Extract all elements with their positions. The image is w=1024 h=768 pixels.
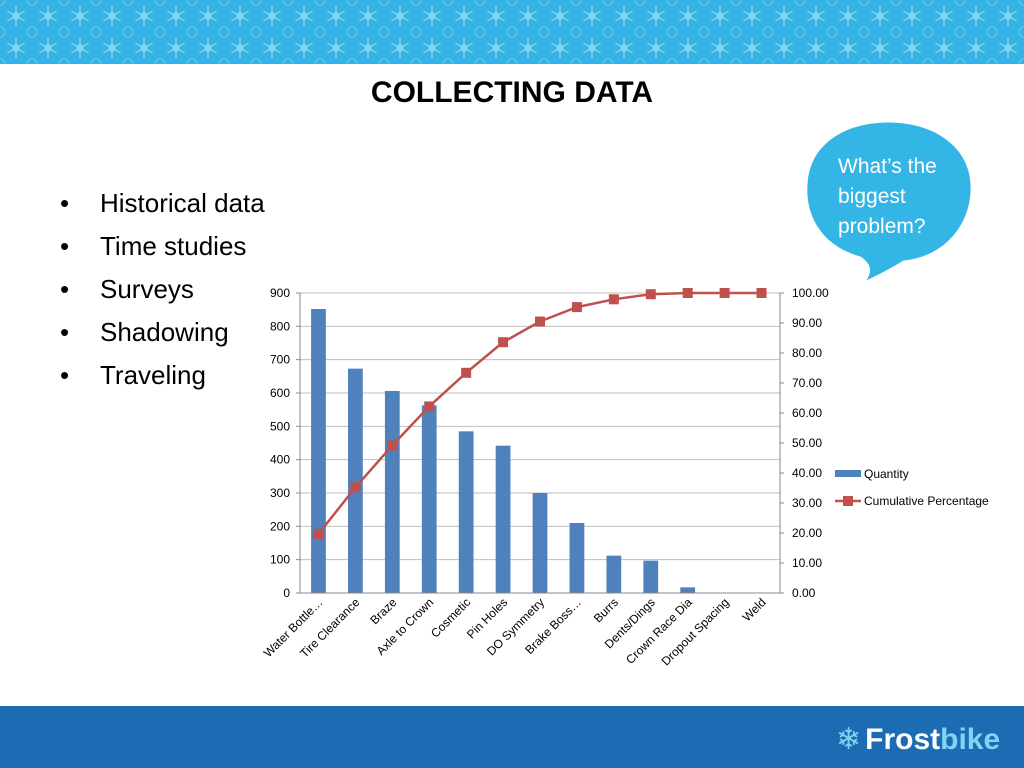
category-label: Weld bbox=[740, 595, 769, 624]
speech-bubble-text: What’s the biggest problem? bbox=[838, 155, 937, 238]
bar bbox=[495, 445, 511, 593]
right-tick-label: 30.00 bbox=[792, 496, 822, 510]
bullet-dot: • bbox=[60, 188, 70, 218]
bullet-text: Traveling bbox=[100, 360, 206, 390]
left-tick-label: 0 bbox=[283, 586, 290, 600]
right-tick-label: 50.00 bbox=[792, 436, 822, 450]
left-tick-label: 800 bbox=[270, 319, 290, 333]
right-tick-label: 90.00 bbox=[792, 316, 822, 330]
slide-title: COLLECTING DATA bbox=[370, 76, 654, 109]
bullet-dot: • bbox=[60, 231, 70, 261]
logo-text-frost: Frost bbox=[865, 723, 941, 756]
bullet-dot: • bbox=[60, 274, 70, 304]
bar bbox=[458, 431, 474, 593]
right-tick-label: 20.00 bbox=[792, 526, 822, 540]
category-label: Braze bbox=[367, 595, 399, 627]
cumulative-point bbox=[424, 401, 435, 412]
cumulative-point bbox=[645, 289, 656, 300]
bar bbox=[532, 493, 548, 593]
right-tick-label: 10.00 bbox=[792, 556, 822, 570]
bar bbox=[643, 560, 659, 593]
bullet-item: • Shadowing bbox=[58, 315, 265, 358]
cumulative-point bbox=[535, 316, 545, 327]
bullet-dot: • bbox=[60, 360, 70, 390]
bullet-item: • Historical data bbox=[58, 186, 265, 229]
left-tick-label: 600 bbox=[270, 386, 290, 400]
bullet-dot: • bbox=[60, 317, 70, 347]
right-tick-label: 40.00 bbox=[792, 466, 822, 480]
bottom-banner bbox=[0, 706, 1024, 768]
right-tick-label: 100.00 bbox=[792, 286, 829, 300]
axes: 0 100 200 300 400 500 600 700 800 900 0.00 10.00 20.… bbox=[261, 286, 829, 668]
bar bbox=[311, 309, 326, 593]
bullet-text: Shadowing bbox=[100, 317, 229, 347]
logo-text-bike: bike bbox=[940, 723, 1001, 756]
legend-swatch-quantity bbox=[835, 470, 861, 477]
legend-label-cumulative: Cumulative Percentage bbox=[864, 494, 989, 508]
cumulative-point bbox=[387, 440, 398, 451]
top-pattern-banner bbox=[0, 0, 1024, 64]
legend-marker-cumulative bbox=[843, 496, 853, 506]
cumulative-point bbox=[682, 288, 693, 298]
cumulative-point bbox=[313, 528, 324, 539]
left-tick-label: 500 bbox=[270, 419, 290, 433]
cumulative-point bbox=[608, 294, 619, 305]
bar bbox=[569, 523, 585, 593]
category-label: Dropout Spacing bbox=[659, 595, 732, 668]
bullet-text: Historical data bbox=[100, 188, 265, 218]
cumulative-point bbox=[498, 337, 509, 348]
cumulative-point bbox=[461, 367, 472, 378]
frostbike-logo: ❄ Frost bike bbox=[836, 722, 1000, 758]
left-tick-label: 900 bbox=[270, 286, 290, 300]
cumulative-point bbox=[756, 288, 767, 298]
cumulative-point bbox=[719, 288, 730, 298]
right-tick-label: 70.00 bbox=[792, 376, 822, 390]
left-tick-label: 400 bbox=[270, 453, 290, 467]
legend: Quantity Cumulative Percentage bbox=[835, 467, 989, 508]
cumulative-point bbox=[571, 302, 582, 313]
left-tick-label: 100 bbox=[270, 553, 290, 567]
snowflake-icon: ❄ bbox=[836, 723, 862, 756]
left-tick-label: 300 bbox=[270, 486, 290, 500]
bullet-text: Surveys bbox=[100, 274, 194, 304]
left-tick-label: 200 bbox=[270, 519, 290, 533]
pareto-chart: 0 100 200 300 400 500 600 700 800 900 0.00 10.00 20.… bbox=[261, 286, 989, 668]
bar bbox=[680, 587, 696, 593]
bullet-list: • Historical data • Time studies • Surveys … bbox=[58, 186, 265, 401]
bullet-item: • Time studies bbox=[58, 229, 265, 272]
cumulative-point bbox=[350, 482, 361, 493]
right-tick-label: 60.00 bbox=[792, 406, 822, 420]
bullet-text: Time studies bbox=[100, 231, 247, 261]
left-tick-label: 700 bbox=[270, 353, 290, 367]
right-tick-label: 0.00 bbox=[792, 586, 816, 600]
speech-bubble-shape bbox=[804, 119, 974, 286]
bars bbox=[311, 309, 696, 593]
speech-bubble bbox=[804, 119, 974, 286]
legend-label-quantity: Quantity bbox=[864, 467, 909, 481]
cumulative-line bbox=[313, 288, 767, 539]
bullet-item: • Traveling bbox=[58, 358, 265, 401]
right-tick-label: 80.00 bbox=[792, 346, 822, 360]
category-label: Crown Race Dia bbox=[623, 595, 695, 667]
bar bbox=[421, 405, 437, 593]
bar bbox=[606, 555, 622, 593]
bullet-item: • Surveys bbox=[58, 272, 265, 315]
category-label: Burrs bbox=[591, 595, 621, 625]
bar bbox=[384, 391, 400, 593]
bar bbox=[348, 368, 363, 593]
